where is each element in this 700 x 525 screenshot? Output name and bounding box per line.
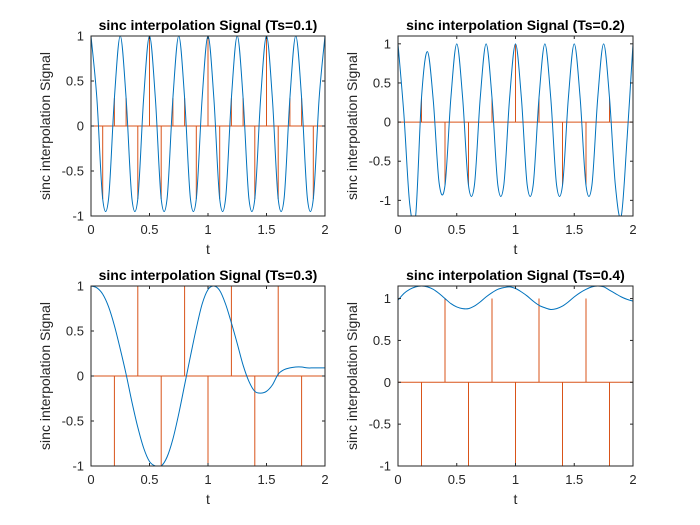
y-tick-label: 0 [384,375,391,390]
y-tick-label: 0 [77,369,84,384]
x-tick-label: 1.5 [565,472,583,487]
y-tick-label: 1 [77,29,84,44]
signal-curve [398,43,633,216]
y-tick-label: -1 [379,459,391,474]
subplot-2: 0 0.5 1 1.5 2 -1 -0.5 0 0.5 1 sinc interpolation S… [344,17,637,257]
signal-curve [91,286,325,466]
x-axis-label: t [514,241,518,257]
plot-content [91,36,325,212]
x-tick-label: 1.5 [565,222,583,237]
y-tick-label: -1 [379,193,391,208]
x-tick-label: 0 [394,472,401,487]
y-tick-label: 0 [77,119,84,134]
x-tick-label: 0.5 [448,222,466,237]
x-tick-label: 0.5 [140,222,158,237]
x-tick-label: 0 [87,472,94,487]
signal-curve [91,36,325,212]
x-axis-label: t [206,241,210,257]
x-tick-label: 1 [512,222,519,237]
x-tick-label: 2 [629,472,636,487]
y-tick-label: 0 [384,115,391,130]
chart-title: sinc interpolation Signal (Ts=0.1) [99,17,318,33]
chart-title: sinc interpolation Signal (Ts=0.4) [406,267,625,283]
x-tick-label: 2 [629,222,636,237]
y-tick-label: 0.5 [373,75,391,90]
y-tick-label: 1 [77,279,84,294]
y-tick-label: 0.5 [66,74,84,89]
y-tick-label: -0.5 [369,417,391,432]
x-tick-label: 0 [87,222,94,237]
y-tick-label: 1 [384,36,391,51]
x-tick-label: 0.5 [140,472,158,487]
x-tick-label: 0.5 [448,472,466,487]
subplot-4: 0 0.5 1 1.5 2 -1 -0.5 0 0.5 1 sinc interpolation S… [344,267,637,507]
x-tick-label: 2 [321,472,328,487]
y-tick-label: -0.5 [62,164,84,179]
y-axis-label: sinc interpolation Signal [37,302,53,450]
x-axis-label: t [206,491,210,507]
chart-title: sinc interpolation Signal (Ts=0.3) [99,267,318,283]
chart-title: sinc interpolation Signal (Ts=0.2) [406,17,625,33]
x-tick-label: 2 [321,222,328,237]
plot-content [91,286,325,466]
x-tick-label: 0 [394,222,401,237]
x-tick-label: 1.5 [257,472,275,487]
y-axis-label: sinc interpolation Signal [344,52,360,200]
subplot-1: 0 0.5 1 1.5 2 -1 -0.5 0 0.5 1 sinc interpolation S… [37,17,329,257]
x-tick-label: 1 [204,472,211,487]
y-tick-label: -0.5 [62,414,84,429]
x-axis-label: t [514,491,518,507]
y-tick-label: -1 [72,209,84,224]
y-axis-label: sinc interpolation Signal [344,302,360,450]
y-tick-label: -1 [72,459,84,474]
y-tick-label: 1 [384,291,391,306]
y-axis-label: sinc interpolation Signal [37,52,53,200]
subplot-3: 0 0.5 1 1.5 2 -1 -0.5 0 0.5 1 sinc interpolation S… [37,267,329,507]
y-tick-label: 0.5 [373,333,391,348]
x-tick-label: 1 [204,222,211,237]
plot-content [398,43,633,216]
x-tick-label: 1.5 [257,222,275,237]
x-tick-label: 1 [512,472,519,487]
y-tick-label: -0.5 [369,154,391,169]
y-tick-label: 0.5 [66,324,84,339]
